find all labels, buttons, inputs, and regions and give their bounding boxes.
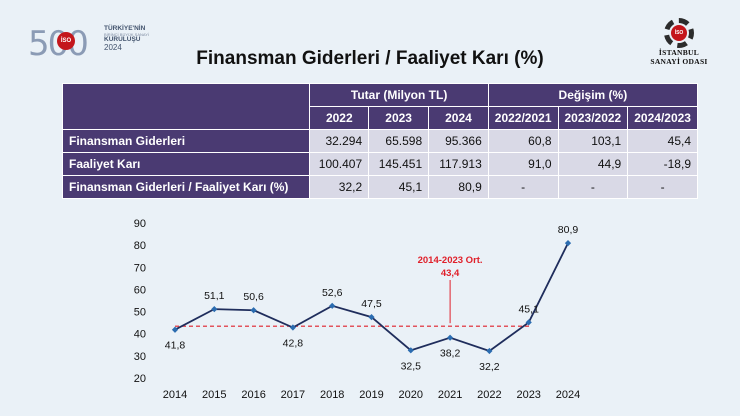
table-cell: 60,8 (487, 129, 559, 153)
x-tick-label: 2020 (399, 389, 423, 401)
gear-icon: İSO (664, 18, 694, 48)
y-tick-label: 70 (134, 262, 146, 274)
column-header: 2022/2021 (487, 106, 559, 130)
iso-badge: İSO (671, 25, 687, 41)
table-cell: 32,2 (309, 175, 370, 199)
x-tick-label: 2017 (281, 389, 305, 401)
org-name-line-1: İSTANBUL (658, 48, 700, 57)
group-header-change: Değişim (%) (487, 83, 699, 107)
table-cell: 117.913 (428, 152, 489, 176)
data-label: 45,1 (518, 303, 539, 315)
page-title: Finansman Giderleri / Faaliyet Karı (%) (196, 48, 544, 69)
table-cell: -18,9 (627, 152, 698, 176)
table-cell: 145.451 (368, 152, 430, 176)
x-tick-label: 2024 (556, 389, 580, 401)
table-cell: 44,9 (557, 152, 629, 176)
x-tick-label: 2016 (241, 389, 265, 401)
data-point (211, 306, 218, 313)
table-cell: 32.294 (309, 129, 370, 153)
data-label: 47,5 (361, 298, 382, 310)
y-tick-label: 90 (134, 218, 146, 230)
table-corner (61, 83, 311, 130)
table-cell: 80,9 (428, 175, 489, 199)
org-name-line-2: SANAYİ ODASI (650, 57, 708, 66)
x-tick-label: 2021 (438, 389, 462, 401)
data-point (250, 307, 257, 314)
column-header: 2023/2022 (557, 106, 629, 130)
table-cell: 45,4 (627, 129, 698, 153)
istanbul-sanayi-odasi-logo: İSO İSTANBUL SANAYİ ODASI (644, 18, 714, 74)
data-label: 42,8 (283, 338, 304, 350)
table-row: Faaliyet Karı 100.407 145.451 117.913 91… (61, 152, 698, 176)
x-tick-label: 2019 (359, 389, 383, 401)
data-label: 52,6 (322, 287, 343, 299)
table-cell: 45,1 (368, 175, 430, 199)
column-header: 2023 (368, 106, 430, 130)
data-point (171, 326, 179, 333)
table-row: Finansman Giderleri / Faaliyet Karı (%) … (61, 175, 698, 199)
logo-line-2: BİRİNCİ BÜYÜK SANAYİ (104, 31, 150, 37)
group-header-amount: Tutar (Milyon TL) (309, 83, 489, 107)
data-label: 51,1 (204, 290, 225, 302)
table-column-header-row: 2022 2023 2024 2022/2021 2023/2022 2024/… (63, 106, 698, 130)
x-tick-label: 2014 (163, 389, 187, 401)
table-cell: 100.407 (309, 152, 370, 176)
data-point (446, 334, 454, 341)
y-tick-label: 80 (134, 240, 146, 252)
logo-line-3: KURULUŞU (104, 36, 141, 43)
x-tick-label: 2018 (320, 389, 344, 401)
y-tick-label: 50 (134, 307, 146, 319)
average-annotation-value: 43,4 (441, 268, 460, 279)
table-group-header-row: Tutar (Milyon TL) Değişim (%) (61, 83, 699, 130)
data-label: 38,2 (440, 348, 461, 360)
data-label: 32,5 (401, 360, 422, 372)
x-tick-label: 2015 (202, 389, 226, 401)
y-tick-label: 30 (134, 351, 146, 363)
table-cell: 91,0 (487, 152, 559, 176)
column-header: 2022 (309, 106, 370, 130)
data-label: 41,8 (165, 340, 186, 352)
table-cell: - (557, 175, 629, 199)
x-tick-label: 2023 (516, 389, 540, 401)
series-line (174, 242, 569, 352)
average-annotation-label: 2014-2023 Ort. (418, 255, 483, 266)
logo-line-1: TÜRKİYE'NİN (104, 25, 146, 32)
column-header: 2024/2023 (627, 106, 698, 130)
data-label: 80,9 (558, 224, 579, 236)
y-tick-label: 60 (134, 284, 146, 296)
logo-line-4: 2024 (104, 42, 122, 52)
line-chart: 20 30 40 50 60 70 80 90 2014 2015 2016 2017 2018 2019… (134, 218, 580, 401)
row-label: Finansman Giderleri (61, 129, 311, 153)
logo-500-badge: 500 İSO TÜRKİYE'NİN BİRİNCİ BÜYÜK SANAYİ… (28, 22, 158, 68)
table-cell: - (627, 175, 698, 199)
table-row: Finansman Giderleri 32.294 65.598 95.366… (61, 129, 698, 153)
iso-mini-icon: İSO (57, 32, 75, 50)
data-label: 50,6 (243, 291, 264, 303)
logo-text: TÜRKİYE'NİN BİRİNCİ BÜYÜK SANAYİ KURULUŞ… (104, 25, 150, 52)
column-header: 2024 (428, 106, 489, 130)
summary-table: Tutar (Milyon TL) Değişim (%) 2022 2023 … (61, 83, 699, 199)
table-cell: 103,1 (557, 129, 629, 153)
x-tick-label: 2022 (477, 389, 501, 401)
row-label: Finansman Giderleri / Faaliyet Karı (%) (61, 175, 311, 199)
table-cell: 65.598 (368, 129, 430, 153)
table-cell: - (487, 175, 559, 199)
data-label: 32,2 (479, 361, 500, 373)
y-tick-label: 40 (134, 329, 146, 341)
table-cell: 95.366 (428, 129, 489, 153)
data-point (564, 240, 572, 247)
y-tick-label: 20 (134, 373, 146, 385)
row-label: Faaliyet Karı (61, 152, 311, 176)
